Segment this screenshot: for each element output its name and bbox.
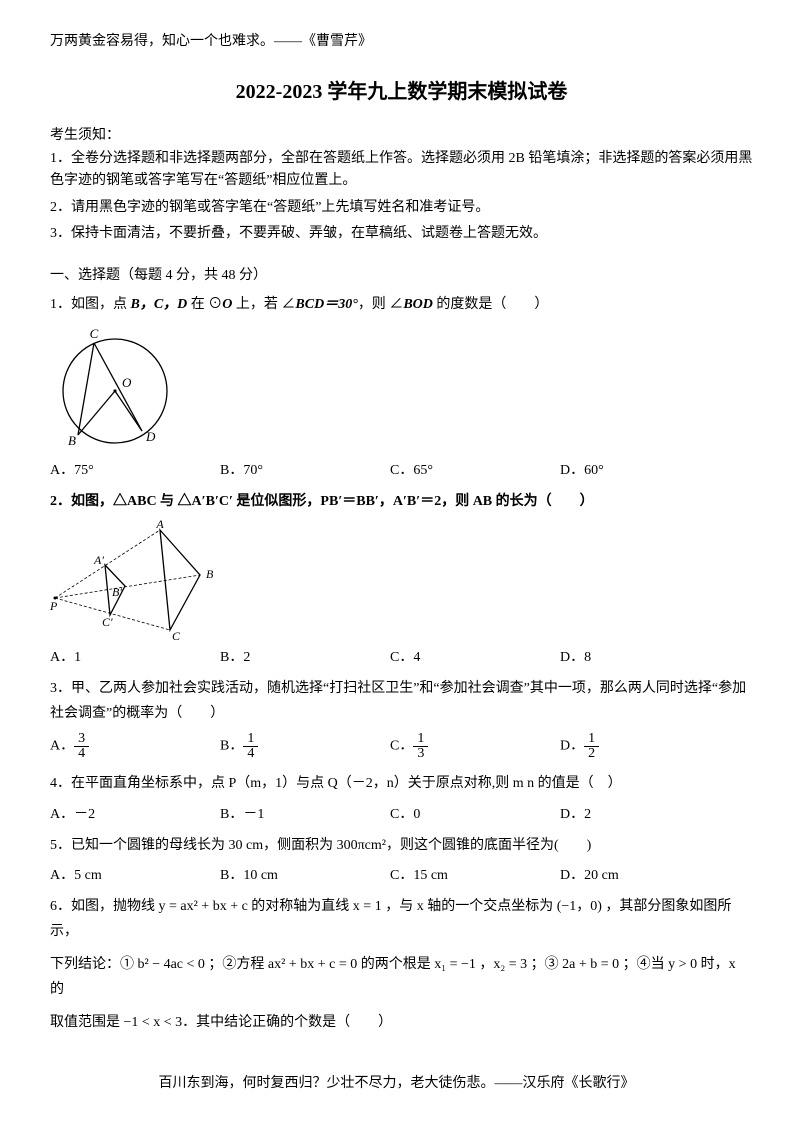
q3-a-den: 4 (74, 747, 89, 761)
question-1: 1．如图，点 B，C，D 在 ⊙O 上，若 ∠BCD＝30°，则 ∠BOD 的度… (50, 292, 753, 317)
q1-pre: 1．如图，点 (50, 297, 131, 312)
fig2-label-a: A (155, 520, 164, 531)
q1-bod: BOD (403, 297, 433, 312)
q3-d-den: 2 (584, 747, 599, 761)
question-6-line1: 6．如图，抛物线 y = ax² + bx + c 的对称轴为直线 x = 1 … (50, 894, 753, 944)
notice-head: 考生须知： (50, 124, 753, 144)
q5-opt-b: B．10 cm (220, 864, 390, 884)
fig2-label-p: P (50, 599, 58, 613)
q3-opt-d: D．12 (560, 732, 730, 761)
q1-opt-c: C．65° (390, 459, 560, 479)
q1-opt-b: B．70° (220, 459, 390, 479)
notice-2: 2．请用黑色字迹的钢笔或答字笔在“答题纸”上先填写姓名和准考证号。 (50, 197, 753, 219)
q5-opt-a: A．5 cm (50, 864, 220, 884)
q3-d-label: D． (560, 739, 584, 754)
q4-opt-b: B．－1 (220, 803, 390, 823)
q1-mid3: ，则 ∠ (358, 297, 404, 312)
fig2-label-ap: A′ (93, 553, 104, 567)
q1-o: O (222, 297, 232, 312)
q1-opt-d: D．60° (560, 459, 730, 479)
question-5: 5．已知一个圆锥的母线长为 30 cm，侧面积为 300πcm²，则这个圆锥的底… (50, 833, 753, 858)
q2-opt-a: A．1 (50, 646, 220, 666)
q3-a-label: A． (50, 739, 74, 754)
q5-opt-d: D．20 cm (560, 864, 730, 884)
q3-b-num: 1 (243, 732, 258, 747)
q3-b-den: 4 (243, 747, 258, 761)
question-4: 4．在平面直角坐标系中，点 P（m，1）与点 Q（－2，n）关于原点对称,则 m… (50, 771, 753, 796)
figure-2: A B C A′ B′ C′ P (50, 520, 753, 640)
q2-opt-c: C．4 (390, 646, 560, 666)
q1-mid1: 在 ⊙ (187, 297, 222, 312)
q3-c-num: 1 (413, 732, 428, 747)
q3-opt-b: B．14 (220, 732, 390, 761)
q1-mid2: 上，若 ∠ (232, 297, 295, 312)
question-3: 3．甲、乙两人参加社会实践活动，随机选择“打扫社区卫生”和“参加社会调查”其中一… (50, 676, 753, 726)
fig1-label-d: D (145, 429, 156, 444)
question-2: 2．如图，△ABC 与 △A′B′C′ 是位似图形，PB′＝BB′，A′B′＝2… (50, 489, 753, 514)
q1-options: A．75° B．70° C．65° D．60° (50, 459, 753, 479)
fig2-label-cp: C′ (102, 615, 113, 629)
q3-options: A．34 B．14 C．13 D．12 (50, 732, 753, 761)
fig2-label-bp: B′ (112, 585, 122, 599)
q3-c-den: 3 (413, 747, 428, 761)
q4-opt-a: A．－2 (50, 803, 220, 823)
q3-b-label: B． (220, 739, 243, 754)
footer-quote: 百川东到海，何时复西归？少壮不尽力，老大徒伤悲。——汉乐府《长歌行》 (0, 1072, 793, 1092)
q2-text: 2．如图，△ABC 与 △A′B′C′ 是位似图形，PB′＝BB′，A′B′＝2… (50, 494, 594, 509)
q3-opt-c: C．13 (390, 732, 560, 761)
q3-d-num: 1 (584, 732, 599, 747)
fig2-label-b: B (206, 567, 214, 581)
q1-end: 的度数是（ ） (433, 297, 549, 312)
question-6-line3: 取值范围是 −1 < x < 3．其中结论正确的个数是（ ） (50, 1010, 753, 1035)
fig1-label-c: C (90, 326, 99, 341)
q2-opt-d: D．8 (560, 646, 730, 666)
q4-opt-c: C．0 (390, 803, 560, 823)
section-1-head: 一、选择题（每题 4 分，共 48 分） (50, 264, 753, 284)
page-title: 2022-2023 学年九上数学期末模拟试卷 (50, 75, 753, 104)
notice-1: 1．全卷分选择题和非选择题两部分，全部在答题纸上作答。选择题必须用 2B 铅笔填… (50, 148, 753, 193)
notice-3: 3．保持卡面清洁，不要折叠，不要弄破、弄皱，在草稿纸、试题卷上答题无效。 (50, 223, 753, 245)
q1-opt-a: A．75° (50, 459, 220, 479)
q1-bcd: B，C，D (131, 297, 188, 312)
fig2-label-c: C (172, 629, 181, 640)
q5-opt-c: C．15 cm (390, 864, 560, 884)
q4-options: A．－2 B．－1 C．0 D．2 (50, 803, 753, 823)
fig1-label-b: B (68, 433, 76, 448)
figure-1: C O B D (50, 323, 753, 453)
q3-c-label: C． (390, 739, 413, 754)
q5-options: A．5 cm B．10 cm C．15 cm D．20 cm (50, 864, 753, 884)
header-quote: 万两黄金容易得，知心一个也难求。——《曹雪芹》 (50, 30, 753, 50)
q4-opt-d: D．2 (560, 803, 730, 823)
question-6-line2: 下列结论：① b² − 4ac < 0 ；②方程 ax² + bx + c = … (50, 952, 753, 1002)
q2-opt-b: B．2 (220, 646, 390, 666)
q1-bcd2: BCD＝30° (295, 297, 357, 312)
q2-options: A．1 B．2 C．4 D．8 (50, 646, 753, 666)
q3-a-num: 3 (74, 732, 89, 747)
fig1-label-o: O (122, 375, 132, 390)
q3-opt-a: A．34 (50, 732, 220, 761)
